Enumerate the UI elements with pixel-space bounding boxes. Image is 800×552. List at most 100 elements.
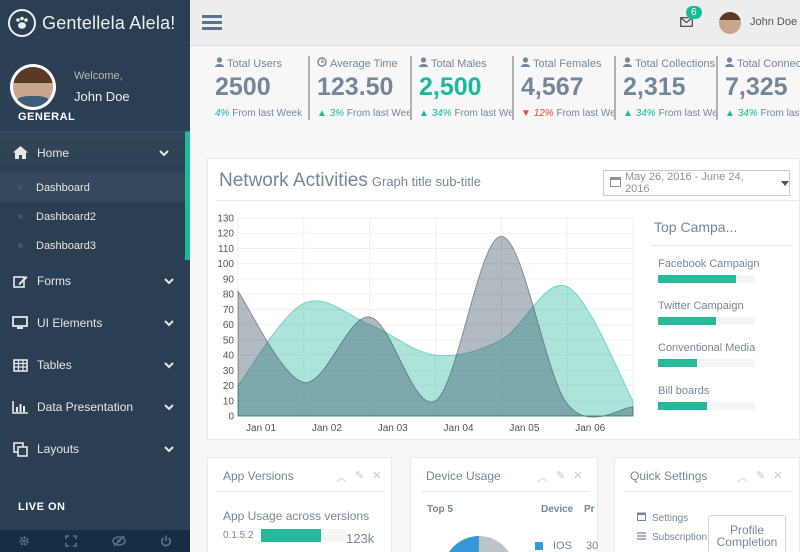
brand[interactable]: Gentellela Alela! — [0, 0, 190, 46]
sidebar-item-ui-elements[interactable]: UI Elements — [0, 302, 190, 344]
envelope-icon[interactable] — [680, 16, 693, 30]
wrench-icon[interactable]: ✎ — [756, 470, 766, 482]
quick-settings-item[interactable]: Subscription — [637, 532, 707, 543]
user-icon — [419, 57, 428, 70]
ios-swatch — [535, 542, 543, 550]
chevron-down-icon — [164, 442, 174, 456]
x-tick-label: Jan 05 — [509, 423, 539, 434]
edit-icon — [11, 274, 29, 288]
tile-label: Total Users — [215, 57, 309, 70]
campaign-progress — [658, 275, 755, 283]
chevron-down-icon — [164, 274, 174, 288]
settings-icon[interactable] — [0, 530, 48, 552]
sidebar-item-label: Data Presentation — [37, 400, 134, 414]
user-icon — [521, 57, 530, 70]
tile-footer: ▲ 34% From last Week — [419, 108, 513, 119]
submenu-item-dashboard3[interactable]: Dashboard3 — [0, 231, 185, 260]
user-avatar[interactable] — [719, 12, 741, 34]
user-menu[interactable]: John Doe — [750, 16, 798, 28]
quick-settings-item[interactable]: Settings — [637, 512, 688, 524]
section-title-general: GENERAL — [18, 111, 76, 123]
sidebar-item-layouts[interactable]: Layouts — [0, 428, 190, 470]
stat-tile: Average Time 123.50 ▲ 3% From last Week — [308, 48, 411, 132]
sidebar-item-forms[interactable]: Forms — [0, 260, 190, 302]
tile-value: 4,567 — [521, 73, 584, 101]
col-device: Device — [541, 504, 574, 515]
tile-percent: 34% — [635, 108, 656, 119]
area-series-2 — [237, 235, 634, 418]
caret-up-icon: ▲ — [419, 108, 429, 119]
panel-title: Network Activities Graph title sub-title — [219, 170, 481, 191]
x-tick-label: Jan 04 — [444, 423, 474, 434]
side-menu: Home Dashboard Dashboard2 Dashboard3 For… — [0, 131, 190, 470]
tile-footer: ▲ 34% From last Week — [623, 108, 717, 119]
y-tick-label: 20 — [223, 381, 235, 392]
y-tick-label: 130 — [217, 214, 234, 225]
power-icon[interactable] — [143, 530, 191, 552]
desktop-icon — [11, 316, 29, 330]
y-tick-label: 10 — [223, 396, 235, 407]
close-icon[interactable]: ✕ — [773, 470, 783, 482]
list-icon — [637, 532, 646, 543]
eye-slash-icon[interactable] — [95, 530, 143, 552]
x-tick-label: Jan 03 — [378, 423, 408, 434]
campaign-progress — [658, 359, 755, 367]
y-tick-label: 50 — [223, 335, 235, 346]
clone-icon — [11, 441, 29, 457]
wrench-icon[interactable]: ✎ — [556, 470, 566, 482]
sidebar-item-label: Home — [37, 145, 70, 160]
paw-icon — [8, 9, 36, 37]
x-tick-label: Jan 02 — [312, 423, 342, 434]
version-label: 0.1.5.2 — [223, 530, 254, 541]
col-top5: Top 5 — [427, 504, 453, 515]
campaign-name: Twitter Campaign — [658, 300, 744, 312]
col-progress: Pr — [584, 504, 595, 515]
close-icon[interactable]: ✕ — [573, 470, 583, 482]
sidebar-item-data-presentation[interactable]: Data Presentation — [0, 386, 190, 428]
avatar[interactable] — [10, 64, 56, 110]
version-bar — [261, 529, 346, 542]
chevron-up-icon[interactable]: ︿ — [336, 472, 347, 484]
home-icon — [11, 146, 29, 159]
campaign-item: Twitter Campaign — [658, 300, 758, 325]
caret-down-icon: ▼ — [521, 108, 531, 119]
y-tick-label: 30 — [223, 366, 235, 377]
y-tick-label: 70 — [223, 305, 235, 316]
close-icon[interactable]: ✕ — [372, 470, 382, 482]
wrench-icon[interactable]: ✎ — [355, 470, 365, 482]
tile-percent: 4% — [215, 108, 230, 119]
tile-percent: 3% — [329, 108, 345, 119]
tile-value: 2500 — [215, 73, 271, 101]
app-versions-panel: App Versions ︿ ✎ ✕ App Usage across versio… — [207, 457, 392, 552]
campaign-progress — [658, 402, 755, 410]
panel-toolbox: ︿ ✎ ✕ — [537, 469, 582, 485]
y-tick-label: 80 — [223, 290, 235, 301]
sidebar-item-label: Tables — [37, 358, 72, 372]
calendar-icon — [637, 512, 646, 524]
user-icon — [623, 57, 632, 70]
menu-toggle-icon[interactable] — [202, 14, 222, 34]
tile-percent: 34% — [431, 108, 452, 119]
app-versions-subtitle: App Usage across versions — [223, 509, 370, 523]
version-value: 123k — [346, 531, 375, 546]
date-range-picker[interactable]: May 26, 2016 - June 24, 2016 — [603, 170, 790, 196]
sidebar-item-tables[interactable]: Tables — [0, 344, 190, 386]
chevron-up-icon[interactable]: ︿ — [737, 472, 748, 484]
tile-percent: 12% — [533, 108, 554, 119]
top-campaign-title: Top Campa... — [654, 219, 738, 235]
fullscreen-icon[interactable] — [48, 530, 96, 552]
sidebar-item-home[interactable]: Home — [0, 131, 190, 173]
profile: Welcome, John Doe — [0, 46, 190, 132]
campaign-item: Bill boards — [658, 385, 758, 410]
user-icon — [725, 57, 734, 70]
chevron-up-icon[interactable]: ︿ — [537, 472, 548, 484]
tile-footer-text: From last Week — [556, 108, 615, 119]
date-range-text: May 26, 2016 - June 24, 2016 — [625, 171, 744, 195]
profile-completion-button[interactable]: Profile Completion — [708, 515, 786, 552]
submenu-item-dashboard2[interactable]: Dashboard2 — [0, 202, 185, 231]
submenu-item-dashboard[interactable]: Dashboard — [0, 173, 185, 202]
campaign-name: Conventional Media — [658, 342, 756, 354]
brand-name: Gentellela Alela! — [42, 12, 176, 33]
quick-settings-panel: Quick Settings ︿ ✎ ✕ Settings Subscription… — [614, 457, 800, 552]
calendar-icon — [610, 176, 621, 190]
